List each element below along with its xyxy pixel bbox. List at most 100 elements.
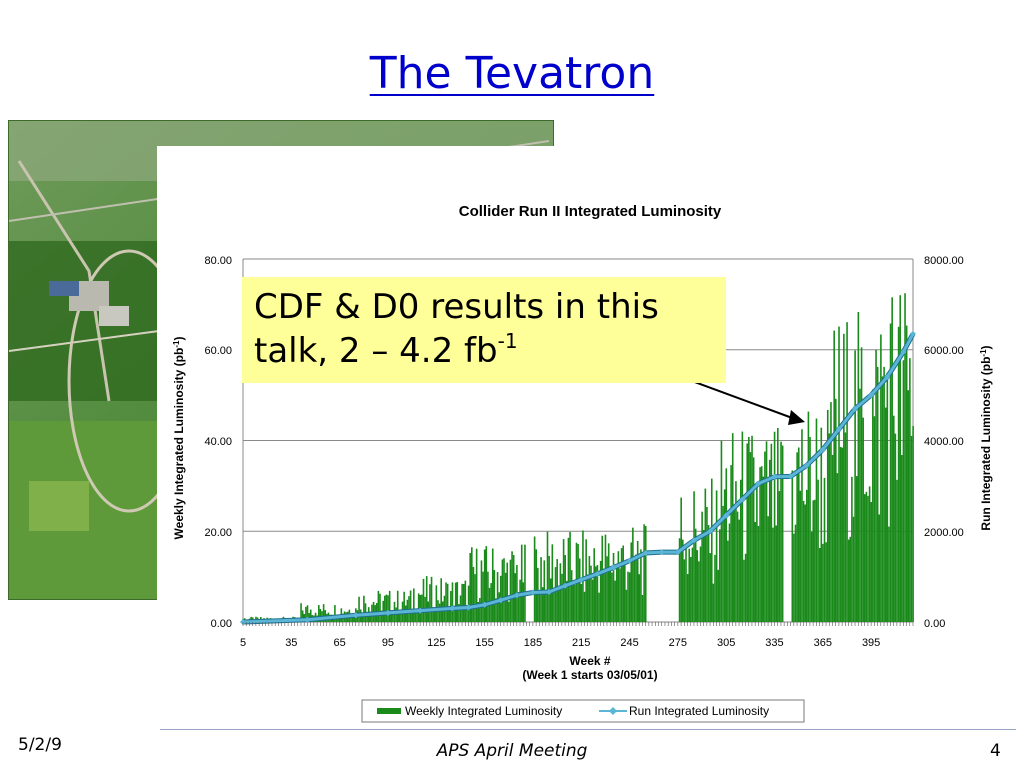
weekly-bar xyxy=(377,590,380,622)
weekly-bar xyxy=(902,360,905,622)
x-tick-label: 35 xyxy=(285,637,297,649)
weekly-bar xyxy=(635,554,637,622)
weekly-bar xyxy=(849,536,852,622)
weekly-bar xyxy=(833,330,835,622)
weekly-bar xyxy=(578,558,581,622)
weekly-bar xyxy=(748,436,750,622)
weekly-bars xyxy=(242,293,914,622)
weekly-bar xyxy=(865,491,868,622)
weekly-bar xyxy=(458,604,460,622)
weekly-bar xyxy=(857,312,860,622)
weekly-bar xyxy=(909,358,911,622)
weekly-bar xyxy=(894,433,897,622)
weekly-bar xyxy=(422,578,425,622)
weekly-bar xyxy=(746,443,749,622)
y2-tick-label: 4000.00 xyxy=(924,436,964,448)
legend-line-label: Run Integrated Luminosity xyxy=(629,704,769,718)
y2-tick-label: 2000.00 xyxy=(924,527,964,539)
weekly-bar xyxy=(891,297,893,622)
weekly-bar xyxy=(644,526,647,622)
weekly-bar xyxy=(884,407,887,622)
weekly-bar xyxy=(680,497,682,622)
y2-axis-label: Run Integrated Luminosity (pb-1) xyxy=(979,345,994,530)
weekly-bar xyxy=(604,534,607,622)
weekly-bar xyxy=(432,607,434,622)
weekly-bar xyxy=(509,559,512,622)
run-line-point xyxy=(497,597,504,604)
weekly-bar xyxy=(522,582,525,622)
weekly-bar xyxy=(541,587,544,622)
weekly-bar xyxy=(863,494,866,622)
chart-panel: Collider Run II Integrated Luminosity 0.… xyxy=(157,146,1019,733)
weekly-bar xyxy=(696,550,699,622)
weekly-bar xyxy=(580,583,583,622)
run-line-point xyxy=(803,462,810,469)
weekly-bar xyxy=(622,545,624,622)
weekly-bar xyxy=(912,425,914,622)
weekly-bar xyxy=(606,556,608,622)
y2-tick-label: 0.00 xyxy=(924,618,945,630)
weekly-bar xyxy=(403,591,405,622)
weekly-bar xyxy=(643,524,645,622)
run-line-point xyxy=(546,589,553,596)
weekly-bar xyxy=(738,519,740,622)
weekly-bar xyxy=(633,557,636,622)
weekly-bar xyxy=(710,478,713,622)
weekly-bar xyxy=(570,570,573,622)
weekly-bar xyxy=(636,540,639,622)
weekly-bar xyxy=(317,605,320,622)
weekly-bar xyxy=(379,593,381,622)
weekly-bar xyxy=(693,491,695,622)
x-tick-label: 125 xyxy=(427,637,445,649)
run-line-point xyxy=(819,446,826,453)
weekly-bar xyxy=(836,473,839,622)
x-tick-label: 65 xyxy=(334,637,346,649)
weekly-bar xyxy=(802,500,805,622)
run-line-point xyxy=(610,564,617,571)
weekly-bar xyxy=(363,595,365,622)
run-line-point xyxy=(835,426,842,433)
weekly-bar xyxy=(862,417,864,622)
weekly-bar xyxy=(720,440,723,622)
weekly-bar xyxy=(709,553,711,622)
weekly-bar xyxy=(704,488,707,622)
weekly-bar xyxy=(598,592,600,622)
run-line-point xyxy=(852,405,859,412)
weekly-bar xyxy=(859,388,861,622)
y-axis-ticks: 0.00 20.00 40.00 60.00 80.00 xyxy=(204,255,232,630)
weekly-bar xyxy=(480,560,483,622)
weekly-bar xyxy=(620,548,623,622)
weekly-bar xyxy=(409,590,412,622)
weekly-bar xyxy=(880,334,882,622)
weekly-bar xyxy=(844,432,847,622)
run-line-point xyxy=(739,496,746,503)
weekly-bar xyxy=(582,530,584,622)
weekly-bar xyxy=(872,389,874,622)
run-line-point xyxy=(513,592,520,599)
weekly-bar xyxy=(617,551,620,622)
weekly-bar xyxy=(627,571,629,622)
weekly-bar xyxy=(628,572,631,622)
weekly-bar xyxy=(707,525,710,622)
weekly-bar xyxy=(599,560,602,622)
weekly-bar xyxy=(691,547,694,622)
weekly-bar xyxy=(775,525,778,622)
weekly-bar xyxy=(743,559,745,622)
footer-meeting: APS April Meeting xyxy=(436,741,588,761)
y2-tick-label: 8000.00 xyxy=(924,255,964,267)
x-axis-ticks: 5 35 65 95 125 155 185 215 245 275 305 335 365 395 xyxy=(240,622,914,649)
weekly-bar xyxy=(456,582,459,622)
weekly-bar xyxy=(778,491,781,622)
weekly-bar xyxy=(794,524,797,622)
weekly-bar xyxy=(334,605,336,622)
weekly-bar xyxy=(411,608,414,622)
weekly-bar xyxy=(417,593,420,622)
weekly-bar xyxy=(883,366,885,622)
footer-divider xyxy=(160,729,1016,730)
run-line xyxy=(240,330,916,625)
weekly-bar xyxy=(607,543,610,622)
weekly-bar xyxy=(416,609,418,622)
weekly-bar xyxy=(413,588,415,622)
y-tick-label: 40.00 xyxy=(204,436,232,448)
run-line-point xyxy=(529,589,536,596)
